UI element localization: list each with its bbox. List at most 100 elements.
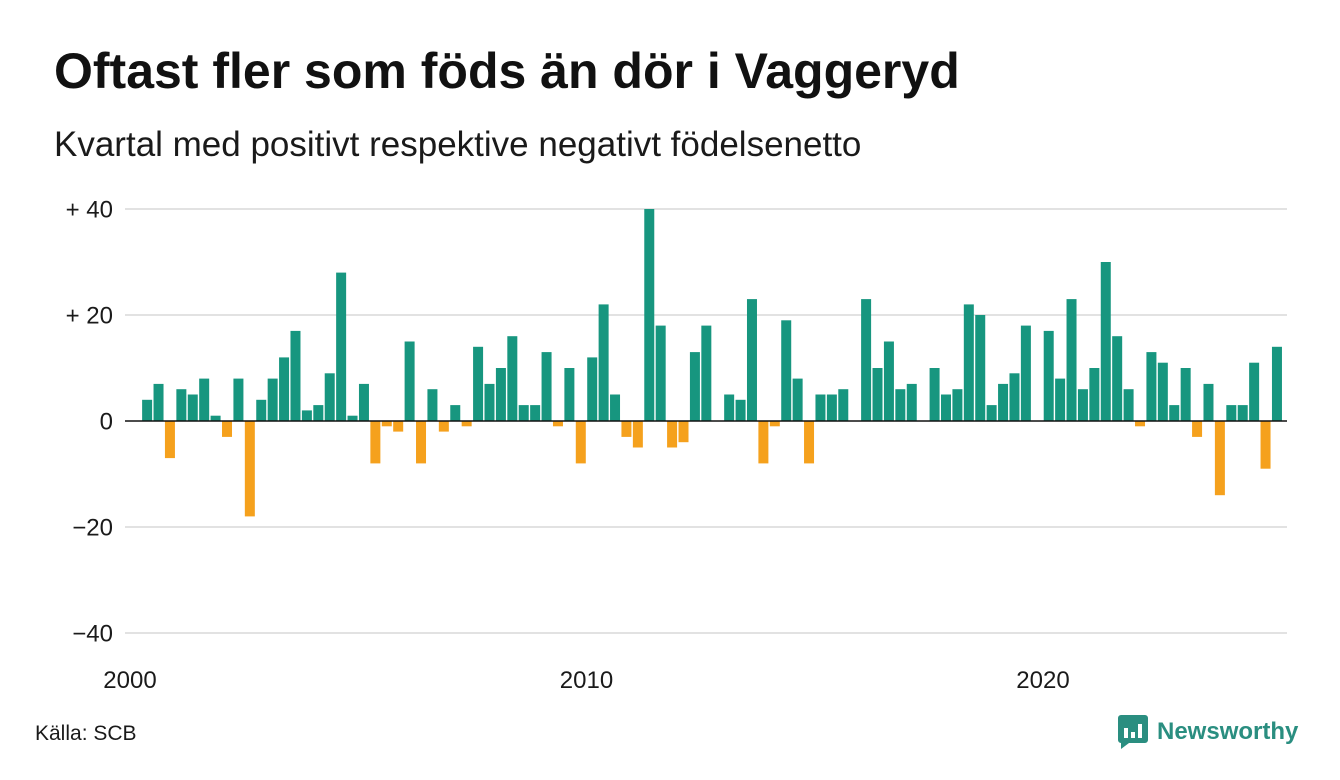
bar-2022-Q3: [1157, 362, 1168, 421]
bar-2002-Q4: [256, 399, 267, 421]
bar-2013-Q4: [758, 421, 769, 464]
chart-title: Oftast fler som föds än dör i Vaggeryd: [54, 43, 960, 99]
bar-2021-Q1: [1089, 368, 1100, 421]
bar-2023-Q3: [1203, 383, 1214, 421]
bar-2005-Q1: [358, 383, 369, 421]
x-tick-label: 2020: [1016, 667, 1069, 694]
bar-2017-Q4: [940, 394, 951, 421]
bar-2007-Q2: [461, 421, 472, 427]
bar-2008-Q3: [518, 405, 529, 421]
y-tick-label: + 40: [66, 197, 113, 224]
bar-2014-Q4: [804, 421, 815, 464]
bar-2008-Q2: [507, 336, 518, 421]
bar-2005-Q2: [370, 421, 381, 464]
bar-2023-Q2: [1192, 421, 1203, 437]
bar-2012-Q1: [678, 421, 689, 443]
y-tick-label: −20: [72, 515, 113, 542]
bar-2009-Q4: [575, 421, 586, 464]
bar-2010-Q3: [610, 394, 621, 421]
bar-2001-Q3: [199, 378, 210, 421]
bar-2004-Q4: [347, 415, 358, 421]
bar-2024-Q2: [1237, 405, 1248, 421]
bar-2021-Q4: [1123, 389, 1134, 421]
bar-2011-Q2: [644, 209, 655, 421]
bar-2000-Q2: [142, 399, 153, 421]
bar-2019-Q3: [1020, 325, 1031, 421]
bar-2002-Q1: [222, 421, 233, 437]
bar-2018-Q1: [952, 389, 963, 421]
bars: [142, 209, 1282, 517]
gridlines: [125, 208, 1287, 634]
bar-2006-Q1: [404, 341, 415, 421]
y-tick-label: −40: [72, 621, 113, 648]
bar-2016-Q1: [861, 299, 872, 421]
bar-2004-Q1: [313, 405, 324, 421]
bar-2003-Q2: [279, 357, 290, 421]
bar-2021-Q2: [1100, 262, 1111, 421]
bar-2004-Q2: [324, 373, 335, 421]
bar-2002-Q2: [233, 378, 244, 421]
bar-2019-Q2: [1009, 373, 1020, 421]
bar-2009-Q1: [541, 352, 552, 421]
brand-logo[interactable]: Newsworthy: [1118, 714, 1298, 750]
bar-2006-Q3: [427, 389, 438, 421]
bar-2012-Q3: [701, 325, 712, 421]
bar-2017-Q3: [929, 368, 940, 421]
bar-2013-Q2: [735, 399, 746, 421]
bar-2022-Q4: [1169, 405, 1180, 421]
bar-2019-Q1: [998, 383, 1009, 421]
bar-2016-Q3: [883, 341, 894, 421]
bar-2010-Q1: [587, 357, 598, 421]
bar-2015-Q1: [815, 394, 826, 421]
bar-2025-Q1: [1271, 346, 1282, 421]
bar-2013-Q3: [746, 299, 757, 421]
bar-2002-Q3: [244, 421, 255, 517]
bar-2006-Q4: [438, 421, 449, 432]
bar-2003-Q3: [290, 330, 301, 421]
bar-2015-Q3: [838, 389, 849, 421]
bar-2011-Q1: [632, 421, 643, 448]
bar-2023-Q1: [1180, 368, 1191, 421]
bar-2001-Q4: [210, 415, 221, 421]
bar-2023-Q4: [1214, 421, 1225, 496]
bar-2016-Q2: [872, 368, 883, 421]
bar-2007-Q4: [484, 383, 495, 421]
y-axis-ticks: + 40 + 20 0 −20 −40: [66, 197, 113, 648]
bar-2003-Q4: [301, 410, 312, 421]
bar-2007-Q3: [473, 346, 484, 421]
bar-2014-Q3: [792, 378, 803, 421]
bar-2020-Q3: [1066, 299, 1077, 421]
x-tick-label: 2010: [560, 667, 613, 694]
source-note: Källa: SCB: [35, 722, 137, 745]
bar-2017-Q1: [906, 383, 917, 421]
chart-subtitle: Kvartal med positivt respektive negativt…: [54, 125, 862, 164]
bar-2020-Q2: [1055, 378, 1066, 421]
bar-2018-Q3: [975, 315, 986, 421]
bar-2001-Q2: [187, 394, 198, 421]
newsworthy-logo-icon: [1118, 715, 1148, 749]
bar-2006-Q2: [416, 421, 427, 464]
bar-2024-Q1: [1226, 405, 1237, 421]
bar-2018-Q4: [986, 405, 997, 421]
bar-2003-Q1: [267, 378, 278, 421]
bar-2016-Q4: [895, 389, 906, 421]
bar-2021-Q3: [1112, 336, 1123, 421]
bar-2024-Q3: [1249, 362, 1260, 421]
x-axis-ticks: 2000 2010 2020: [103, 667, 1069, 694]
bar-2018-Q2: [963, 304, 974, 421]
x-tick-label: 2000: [103, 667, 156, 694]
bar-2004-Q3: [336, 272, 347, 421]
bar-2014-Q2: [781, 320, 792, 421]
bar-2001-Q1: [176, 389, 187, 421]
y-tick-label: + 20: [66, 303, 113, 330]
bar-2008-Q1: [495, 368, 506, 421]
bar-2024-Q4: [1260, 421, 1271, 469]
bar-2000-Q4: [164, 421, 175, 459]
bar-2005-Q3: [381, 421, 392, 427]
bar-2009-Q3: [564, 368, 575, 421]
y-tick-label: 0: [100, 409, 113, 436]
bar-2012-Q2: [689, 352, 700, 421]
bar-2015-Q2: [826, 394, 837, 421]
bar-2022-Q1: [1135, 421, 1146, 427]
